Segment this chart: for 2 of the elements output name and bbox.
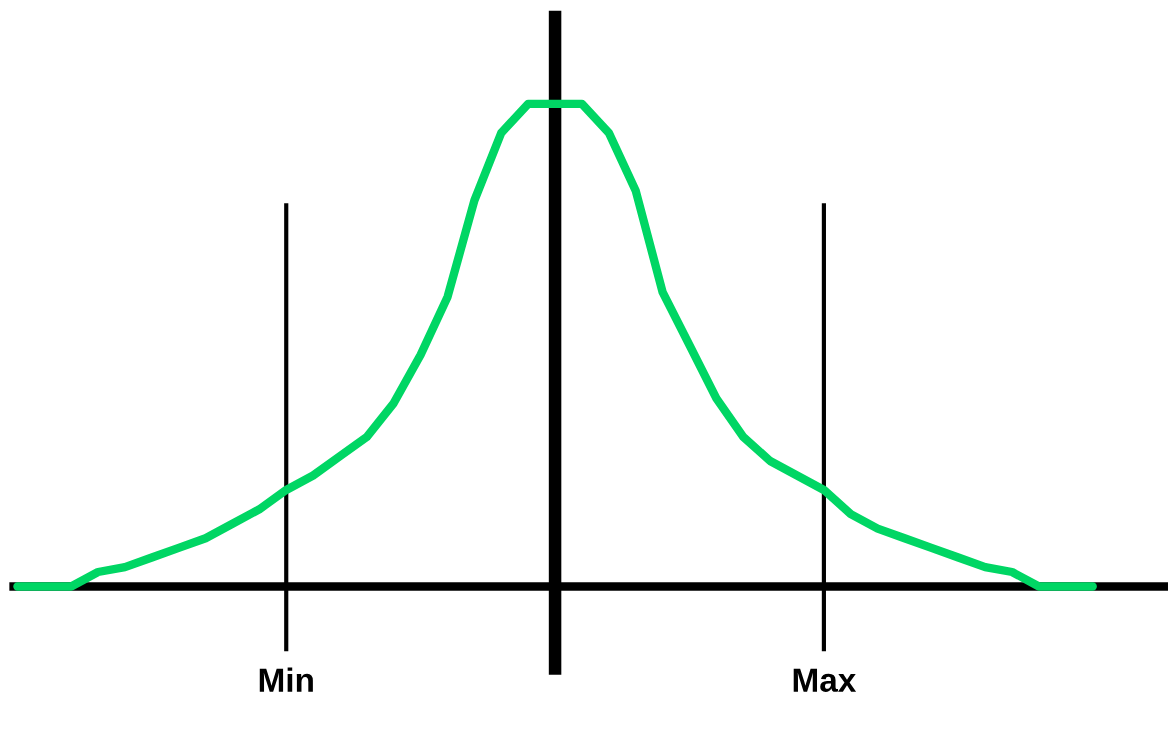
text: Max [793,668,857,692]
text: Min [259,667,313,692]
